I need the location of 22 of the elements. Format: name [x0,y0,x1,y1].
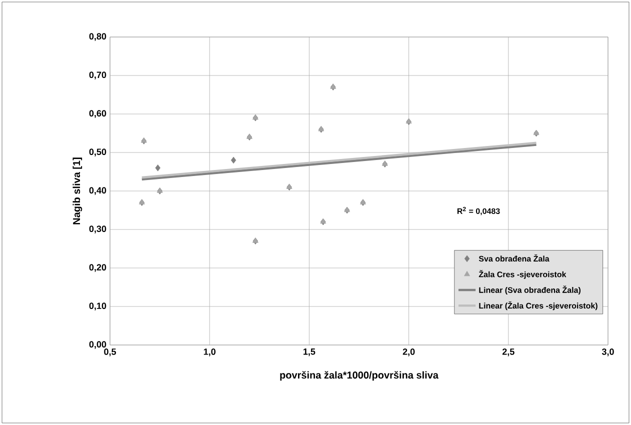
x-tick-label: 1,0 [204,348,216,356]
y-tick-label: 0,30 [89,226,106,234]
legend-label: Linear (Sva obrađena Žala) [479,286,581,294]
annotation: R$^{2}$ = 0,0483 [457,206,500,216]
y-tick-label: 0,70 [89,72,106,80]
y-tick-label: 0,00 [89,341,106,349]
x-axis-title: površina žala*1000/površina sliva [280,371,439,381]
y-axis-title: Nagib sliva [1] [72,158,82,224]
y-tick-label: 0,60 [89,110,106,118]
y-tick-label: 0,10 [89,302,106,310]
x-tick-label: 2,5 [502,348,514,356]
y-tick-label: 0,50 [89,148,106,156]
x-tick-label: 0,5 [104,348,116,356]
legend-label: Linear (Žala Cres -sjeveroistok) [479,301,598,310]
legend-label: Sva obrađena Žala [478,254,550,262]
x-tick-label: 3,0 [602,348,614,356]
y-tick-label: 0,40 [89,187,106,195]
y-tick-label: 0,80 [89,33,106,41]
y-tick-label: 0,20 [89,264,106,272]
legend-label: Žala Cres -sjeveroistok [478,270,566,279]
x-tick-label: 1,5 [304,348,316,356]
x-tick-label: 2,0 [402,348,415,356]
